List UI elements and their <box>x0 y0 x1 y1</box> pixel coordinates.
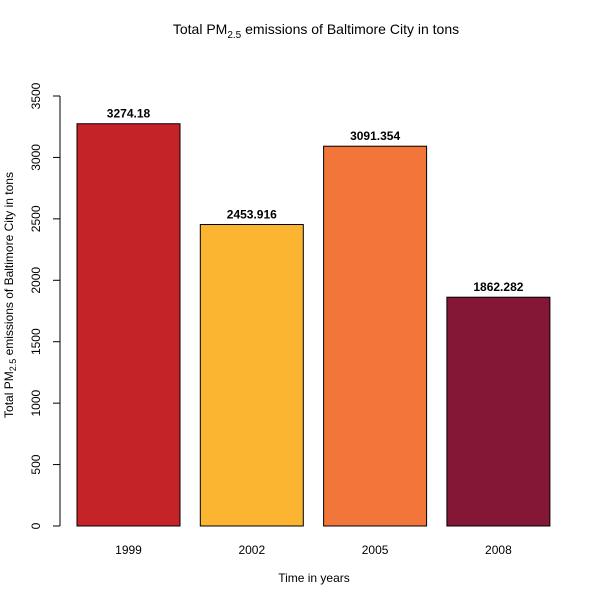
bar-1999 <box>76 123 181 527</box>
chart-title-rest: emissions of Baltimore City in tons <box>241 21 459 37</box>
x-tick-label: 1999 <box>115 543 142 557</box>
y-tick-label: 2000 <box>29 267 43 294</box>
data-label: 3091.354 <box>350 129 400 143</box>
y-tick-label: 2500 <box>29 205 43 232</box>
chart-title-main: Total PM <box>173 21 227 37</box>
bar-2008 <box>446 296 551 527</box>
y-axis-label-rest: emissions of Baltimore City in tons <box>2 172 16 359</box>
chart-title: Total PM2.5 emissions of Baltimore City … <box>173 21 459 41</box>
y-axis-label-subscript: 2.5 <box>8 359 18 372</box>
x-tick-label: 2005 <box>362 543 389 557</box>
bars <box>76 123 551 527</box>
data-labels: 3274.18 2453.916 3091.354 1862.282 <box>107 107 524 294</box>
y-tick-label: 1000 <box>29 389 43 416</box>
data-label: 2453.916 <box>227 208 277 222</box>
data-label: 3274.18 <box>107 107 151 121</box>
y-tick-label: 0 <box>29 522 43 529</box>
x-axis-label: Time in years <box>278 571 350 585</box>
y-tick-label: 3000 <box>29 144 43 171</box>
data-label: 1862.282 <box>473 280 523 294</box>
y-tick-label: 500 <box>29 454 43 474</box>
y-axis: 0 500 1000 1500 2000 2500 3000 3500 <box>29 82 61 529</box>
x-tick-label: 2008 <box>485 543 512 557</box>
chart-title-subscript: 2.5 <box>227 30 241 41</box>
x-tick-labels: 1999 2002 2005 2008 <box>115 543 512 557</box>
bar-2002 <box>199 224 304 527</box>
x-tick-label: 2002 <box>238 543 265 557</box>
y-axis-label: Total PM2.5 emissions of Baltimore City … <box>2 172 18 418</box>
y-axis-label-main: Total PM <box>2 371 16 418</box>
y-tick-label: 3500 <box>29 82 43 109</box>
bar-2005 <box>323 145 428 527</box>
y-tick-label: 1500 <box>29 328 43 355</box>
